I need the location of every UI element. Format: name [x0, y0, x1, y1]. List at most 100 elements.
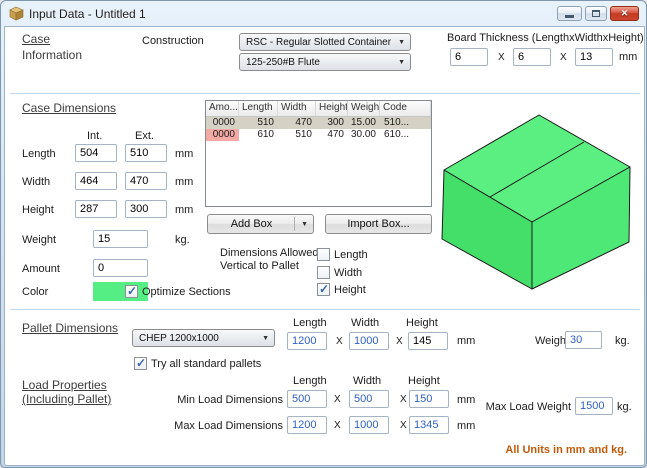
try-all-pallets-checkbox[interactable] [134, 357, 147, 370]
dialog-content: Case Information Construction RSC - Regu… [4, 26, 645, 466]
add-box-button[interactable]: Add Box ▼ [207, 214, 314, 234]
pallet-height-field[interactable] [408, 332, 448, 350]
board-width-field[interactable] [513, 48, 551, 66]
cell-code: 610... [384, 129, 410, 140]
x-separator: X [396, 336, 403, 347]
width-ext-field[interactable] [125, 172, 167, 190]
pallet-width-field[interactable] [349, 332, 389, 350]
cell-length: 610 [257, 129, 274, 140]
app-icon [9, 6, 24, 21]
dims-allowed-label-line2: Vertical to Pallet [220, 260, 299, 272]
add-box-label: Add Box [230, 218, 273, 230]
mm-unit-label: mm [175, 204, 194, 216]
ext-column-label: Ext. [135, 130, 154, 142]
min-load-height-field[interactable] [409, 390, 449, 408]
case-dimensions-heading: Case Dimensions [22, 101, 117, 115]
box-list-table[interactable]: Amo... Length Width Height Weight Code 0… [205, 100, 432, 207]
vertical-height-label: Height [334, 284, 366, 296]
import-box-button[interactable]: Import Box... [325, 214, 432, 234]
title-bar[interactable]: Input Data - Untitled 1 ✕ [2, 2, 645, 25]
vertical-length-checkbox[interactable] [317, 248, 330, 261]
pallet-length-field[interactable] [287, 332, 327, 350]
board-height-field[interactable] [575, 48, 613, 66]
height-label: Height [22, 204, 54, 216]
pallet-dimensions-heading: Pallet Dimensions [22, 321, 119, 335]
min-load-width-field[interactable] [349, 390, 389, 408]
max-load-height-field[interactable] [409, 416, 449, 434]
units-note: All Units in mm and kg. [505, 444, 627, 456]
weight-label: Weight [22, 234, 57, 246]
col-header-code[interactable]: Code [380, 101, 431, 116]
minimize-button[interactable] [557, 6, 582, 21]
height-int-field[interactable] [75, 200, 117, 218]
construction-dropdown-value: RSC - Regular Slotted Container [246, 36, 392, 48]
chevron-down-icon: ▼ [262, 335, 269, 342]
col-header-height[interactable]: Height [316, 101, 348, 116]
pallet-height-col-label: Height [406, 317, 438, 329]
construction-label: Construction [142, 35, 204, 47]
chevron-down-icon: ▼ [398, 59, 405, 66]
amount-field[interactable] [93, 259, 148, 277]
pallet-weight-field[interactable] [565, 331, 602, 349]
try-all-pallets-label: Try all standard pallets [151, 358, 262, 370]
close-icon: ✕ [620, 8, 629, 18]
color-swatch[interactable] [93, 282, 148, 301]
construction-dropdown[interactable]: RSC - Regular Slotted Container ▼ [239, 33, 411, 51]
width-int-field[interactable] [75, 172, 117, 190]
x-separator: X [334, 394, 341, 405]
min-load-label: Min Load Dimensions [177, 394, 283, 406]
minimize-icon [565, 15, 574, 18]
chevron-down-icon: ▼ [301, 221, 308, 228]
height-ext-field[interactable] [125, 200, 167, 218]
load-height-col-label: Height [408, 375, 440, 387]
box-flap-seam [489, 141, 585, 198]
box-preview [441, 114, 631, 290]
vertical-width-checkbox[interactable] [317, 266, 330, 279]
box-right-face [531, 166, 631, 290]
pallet-weight-label: Weight [535, 335, 570, 347]
close-button[interactable]: ✕ [610, 6, 639, 21]
board-length-field[interactable] [450, 48, 488, 66]
table-row[interactable]: 0000 510 470 300 15.00 510... [206, 117, 431, 129]
flute-dropdown[interactable]: 125-250#B Flute ▼ [239, 53, 411, 71]
col-header-amount[interactable]: Amo... [206, 101, 239, 116]
mm-unit-label: mm [619, 51, 638, 63]
max-load-width-field[interactable] [349, 416, 389, 434]
cell-amount-flagged: 0000 [206, 129, 239, 141]
case-info-heading-line1: Case [22, 32, 51, 46]
max-load-length-field[interactable] [287, 416, 327, 434]
split-divider [294, 217, 295, 231]
optimize-sections-label: Optimize Sections [142, 286, 231, 298]
mm-unit-label: mm [457, 335, 476, 347]
min-load-length-field[interactable] [287, 390, 327, 408]
x-separator: X [400, 394, 407, 405]
col-header-length[interactable]: Length [239, 101, 278, 116]
section-divider [10, 93, 640, 94]
load-properties-heading-line1: Load Properties [22, 378, 107, 392]
max-load-weight-field[interactable] [575, 397, 613, 415]
kg-unit-label: kg. [175, 234, 190, 246]
max-load-weight-label: Max Load Weight [485, 401, 571, 413]
x-separator: X [334, 420, 341, 431]
vertical-height-checkbox[interactable] [317, 283, 330, 296]
chevron-down-icon: ▼ [398, 39, 405, 46]
flute-dropdown-value: 125-250#B Flute [246, 56, 320, 68]
cell-height: 470 [327, 129, 344, 140]
cell-width: 470 [295, 117, 312, 128]
max-load-label: Max Load Dimensions [174, 420, 283, 432]
section-divider [10, 309, 640, 310]
pallet-type-dropdown[interactable]: CHEP 1200x1000 ▼ [132, 329, 275, 347]
maximize-button[interactable] [585, 6, 607, 21]
kg-unit-label: kg. [617, 401, 632, 413]
maximize-icon [592, 10, 600, 17]
cell-length: 510 [257, 117, 274, 128]
box-table-header: Amo... Length Width Height Weight Code [206, 101, 431, 117]
table-row[interactable]: 0000 610 510 470 30.00 610... [206, 129, 431, 141]
col-header-width[interactable]: Width [278, 101, 316, 116]
optimize-sections-checkbox[interactable] [125, 285, 138, 298]
length-int-field[interactable] [75, 144, 117, 162]
col-header-weight[interactable]: Weight [348, 101, 380, 116]
case-weight-field[interactable] [93, 230, 148, 248]
length-ext-field[interactable] [125, 144, 167, 162]
